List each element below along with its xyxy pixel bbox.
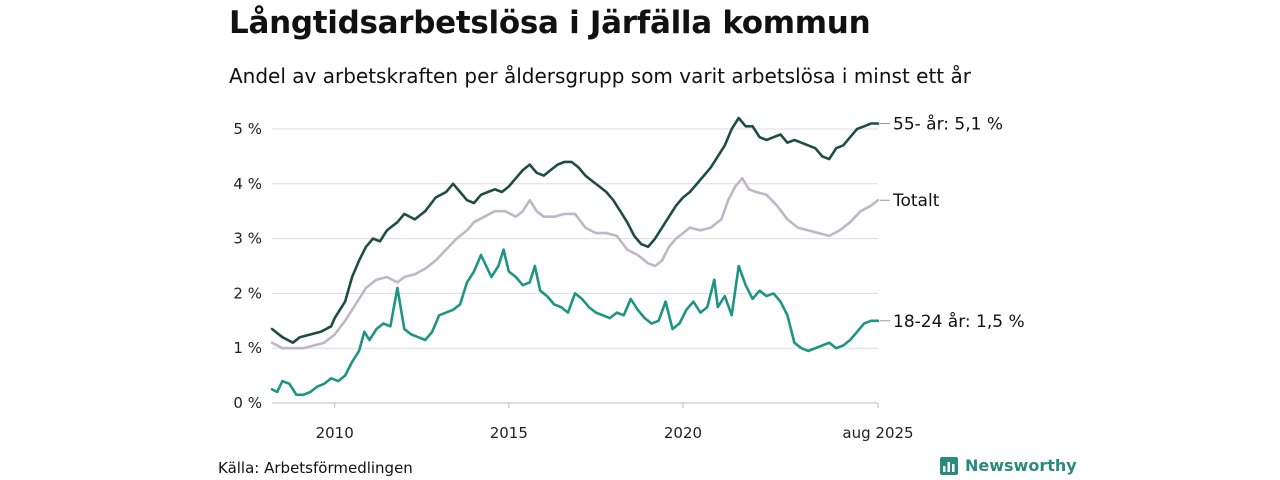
series-line-0 <box>270 116 880 344</box>
x-tick-label: 2010 <box>316 424 354 442</box>
series-lines <box>270 116 880 397</box>
end-label-2: 18-24 år: 1,5 % <box>893 311 1025 332</box>
end-label-1: Totalt <box>892 191 940 211</box>
x-tick-label: 2015 <box>490 424 528 442</box>
x-tick-label: 2020 <box>664 424 702 442</box>
chart-subtitle: Andel av arbetskraften per åldersgrupp s… <box>229 64 971 88</box>
source-note: Källa: Arbetsförmedlingen <box>218 459 413 477</box>
y-tick-label: 3 % <box>233 230 262 248</box>
end-label-0: 55- år: 5,1 % <box>893 114 1003 135</box>
bar-chart-icon <box>940 456 958 475</box>
chart-title: Långtidsarbetslösa i Järfälla kommun <box>229 5 871 41</box>
brand-logo: Newsworthy <box>940 456 1077 475</box>
y-tick-label: 1 % <box>233 339 262 357</box>
x-tick-label: aug 2025 <box>842 424 913 442</box>
y-tick-label: 2 % <box>233 284 262 302</box>
series-line-1 <box>270 177 880 350</box>
brand-name: Newsworthy <box>965 456 1077 475</box>
y-tick-label: 0 % <box>233 394 262 412</box>
y-tick-label: 4 % <box>233 175 262 193</box>
series-line-2 <box>270 248 880 397</box>
y-tick-label: 5 % <box>233 120 262 138</box>
y-axis-ticks: 0 % 1 % 2 % 3 % 4 % 5 % <box>233 120 262 412</box>
x-axis-ticks: 2010 2015 2020 aug 2025 <box>316 403 914 442</box>
end-labels: 55- år: 5,1 % Totalt 18-24 år: 1,5 % <box>880 114 1025 332</box>
gridlines <box>272 128 878 404</box>
